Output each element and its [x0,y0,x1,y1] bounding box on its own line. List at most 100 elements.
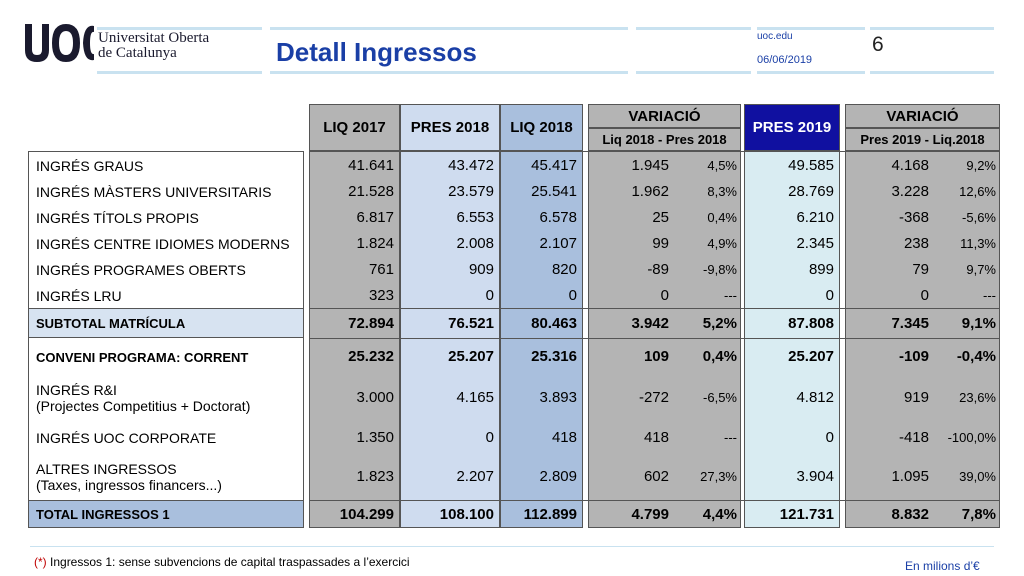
header-variacio-1: VARIACIÓ [588,104,741,128]
header-pres2018: PRES 2018 [400,104,500,151]
cell-pct2: 23,6% [959,390,996,405]
row-label-text: INGRÉS CENTRE IDIOMES MODERNS [36,236,290,252]
row-label-text: SUBTOTAL MATRÍCULA [36,316,186,331]
cell-pct2: 9,2% [966,158,996,173]
cell-pres2019: 28.769 [788,183,834,200]
subtotal-band [28,308,304,338]
cell-pres2019: 899 [808,261,834,278]
cell-liq2017: 41.641 [348,157,394,174]
cell-pct1: --- [724,288,737,303]
cell-liq2017: 72.894 [348,315,394,332]
cell-pres2019: 87.808 [788,315,834,332]
cell-pres2019: 4.812 [796,389,834,406]
row-label-text: INGRÉS GRAUS [36,158,144,174]
col-pres2019-bg [744,150,840,528]
cell-pres2019: 6.210 [796,209,834,226]
cell-var1: 99 [652,235,669,252]
cell-pres2018: 108.100 [439,506,494,523]
cell-pct2: -0,4% [956,348,996,365]
cell-var1: -89 [647,261,669,278]
cell-pres2018: 909 [468,261,494,278]
page-number: 6 [872,33,884,56]
row-label-r2-3: ALTRES INGRESSOS (Taxes, ingressos financ… [28,455,304,499]
header-variacio-1-sub: Liq 2018 - Pres 2018 [588,128,741,151]
cell-pres2018: 2.207 [456,468,494,485]
cell-var2: 238 [903,235,929,252]
cell-var1: 418 [643,429,669,446]
row-label-subtotal: SUBTOTAL MATRÍCULA [28,309,304,338]
cell-pct2: 9,1% [961,315,996,332]
row-label-r2-0: CONVENI PROGRAMA: CORRENT [28,342,304,372]
cell-pres2019: 2.345 [796,235,834,252]
header-variacio-2-sub: Pres 2019 - Liq.2018 [845,128,1000,151]
cell-pres2019: 49.585 [788,157,834,174]
cell-pct2: 39,0% [959,469,996,484]
cell-pct1: -6,5% [703,390,737,405]
cell-pres2019: 0 [825,287,834,304]
cell-liq2018: 45.417 [531,157,577,174]
cell-var1: 602 [643,468,669,485]
header-variacio-2: VARIACIÓ [845,104,1000,128]
cell-liq2018: 25.541 [531,183,577,200]
row-label-r0: INGRÉS GRAUS [28,153,304,179]
cell-pct1: 27,3% [700,469,737,484]
row-label-text: CONVENI PROGRAMA: CORRENT [36,349,249,365]
row-label-subtext: (Projectes Competitius + Doctorat) [36,398,251,414]
cell-liq2017: 25.232 [348,348,394,365]
cell-pct1: 5,2% [702,315,737,332]
cell-var1: 25 [652,209,669,226]
cell-pct1: 8,3% [707,184,737,199]
cell-pres2018: 6.553 [456,209,494,226]
cell-var1: 4.799 [631,506,669,523]
total-band [28,500,304,528]
cell-var2: 7.345 [891,315,929,332]
row-label-total: TOTAL INGRESSOS 1 [28,501,304,528]
col-var1-bg [588,104,741,528]
institution-line-1: Universitat Oberta [98,30,210,46]
cell-liq2018: 418 [551,429,577,446]
cell-liq2017: 6.817 [356,209,394,226]
row-label-r5: INGRÉS LRU [28,283,304,309]
cell-pres2018: 2.008 [456,235,494,252]
cell-liq2018: 25.316 [531,348,577,365]
cell-pct2: 11,3% [960,236,996,251]
footnote: (*) Ingressos 1: sense subvencions de ca… [34,555,410,569]
cell-pct2: 7,8% [961,506,996,523]
cell-pres2019: 121.731 [779,506,834,523]
footnote-text: Ingressos 1: sense subvencions de capita… [46,555,410,569]
cell-liq2018: 0 [568,287,577,304]
site-url[interactable]: uoc.edu [757,31,793,42]
cell-var1: 1.945 [631,157,669,174]
cell-pres2019: 3.904 [796,468,834,485]
cell-pct1: 4,9% [707,236,737,251]
row-label-r2-2: INGRÉS UOC CORPORATE [28,424,304,452]
col-liq2018-bg [500,104,583,528]
cell-pres2019: 0 [825,429,834,446]
page-title: Detall Ingressos [276,37,477,67]
cell-pct2: -100,0% [947,430,996,445]
cell-liq2017: 104.299 [339,506,394,523]
cell-var2: 4.168 [891,157,929,174]
cell-pct1: 0,4% [707,210,737,225]
row-label-r2: INGRÉS TÍTOLS PROPIS [28,205,304,231]
cell-pct1: 4,4% [702,506,737,523]
cell-var2: 79 [912,261,929,278]
row-label-text: TOTAL INGRESSOS 1 [36,507,170,522]
cell-pres2018: 0 [485,429,494,446]
cell-var1: 1.962 [631,183,669,200]
uoc-logo [22,10,94,76]
cell-liq2018: 112.899 [523,506,577,523]
row-label-text: ALTRES INGRESSOS [36,461,177,477]
cell-pres2018: 76.521 [448,315,494,332]
row-label-text: INGRÉS UOC CORPORATE [36,430,217,446]
row-label-text: INGRÉS MÀSTERS UNIVERSITARIS [36,184,272,200]
cell-liq2018: 3.893 [539,389,577,406]
cell-pct1: 0,4% [702,348,737,365]
cell-liq2017: 1.350 [356,429,394,446]
col-pres2018-bg [400,104,500,528]
total-top-line [309,500,1000,501]
cell-liq2018: 2.809 [539,468,577,485]
col-var2-bg [845,104,1000,528]
footnote-marker: (*) [34,555,47,569]
cell-var1: 3.942 [631,315,669,332]
